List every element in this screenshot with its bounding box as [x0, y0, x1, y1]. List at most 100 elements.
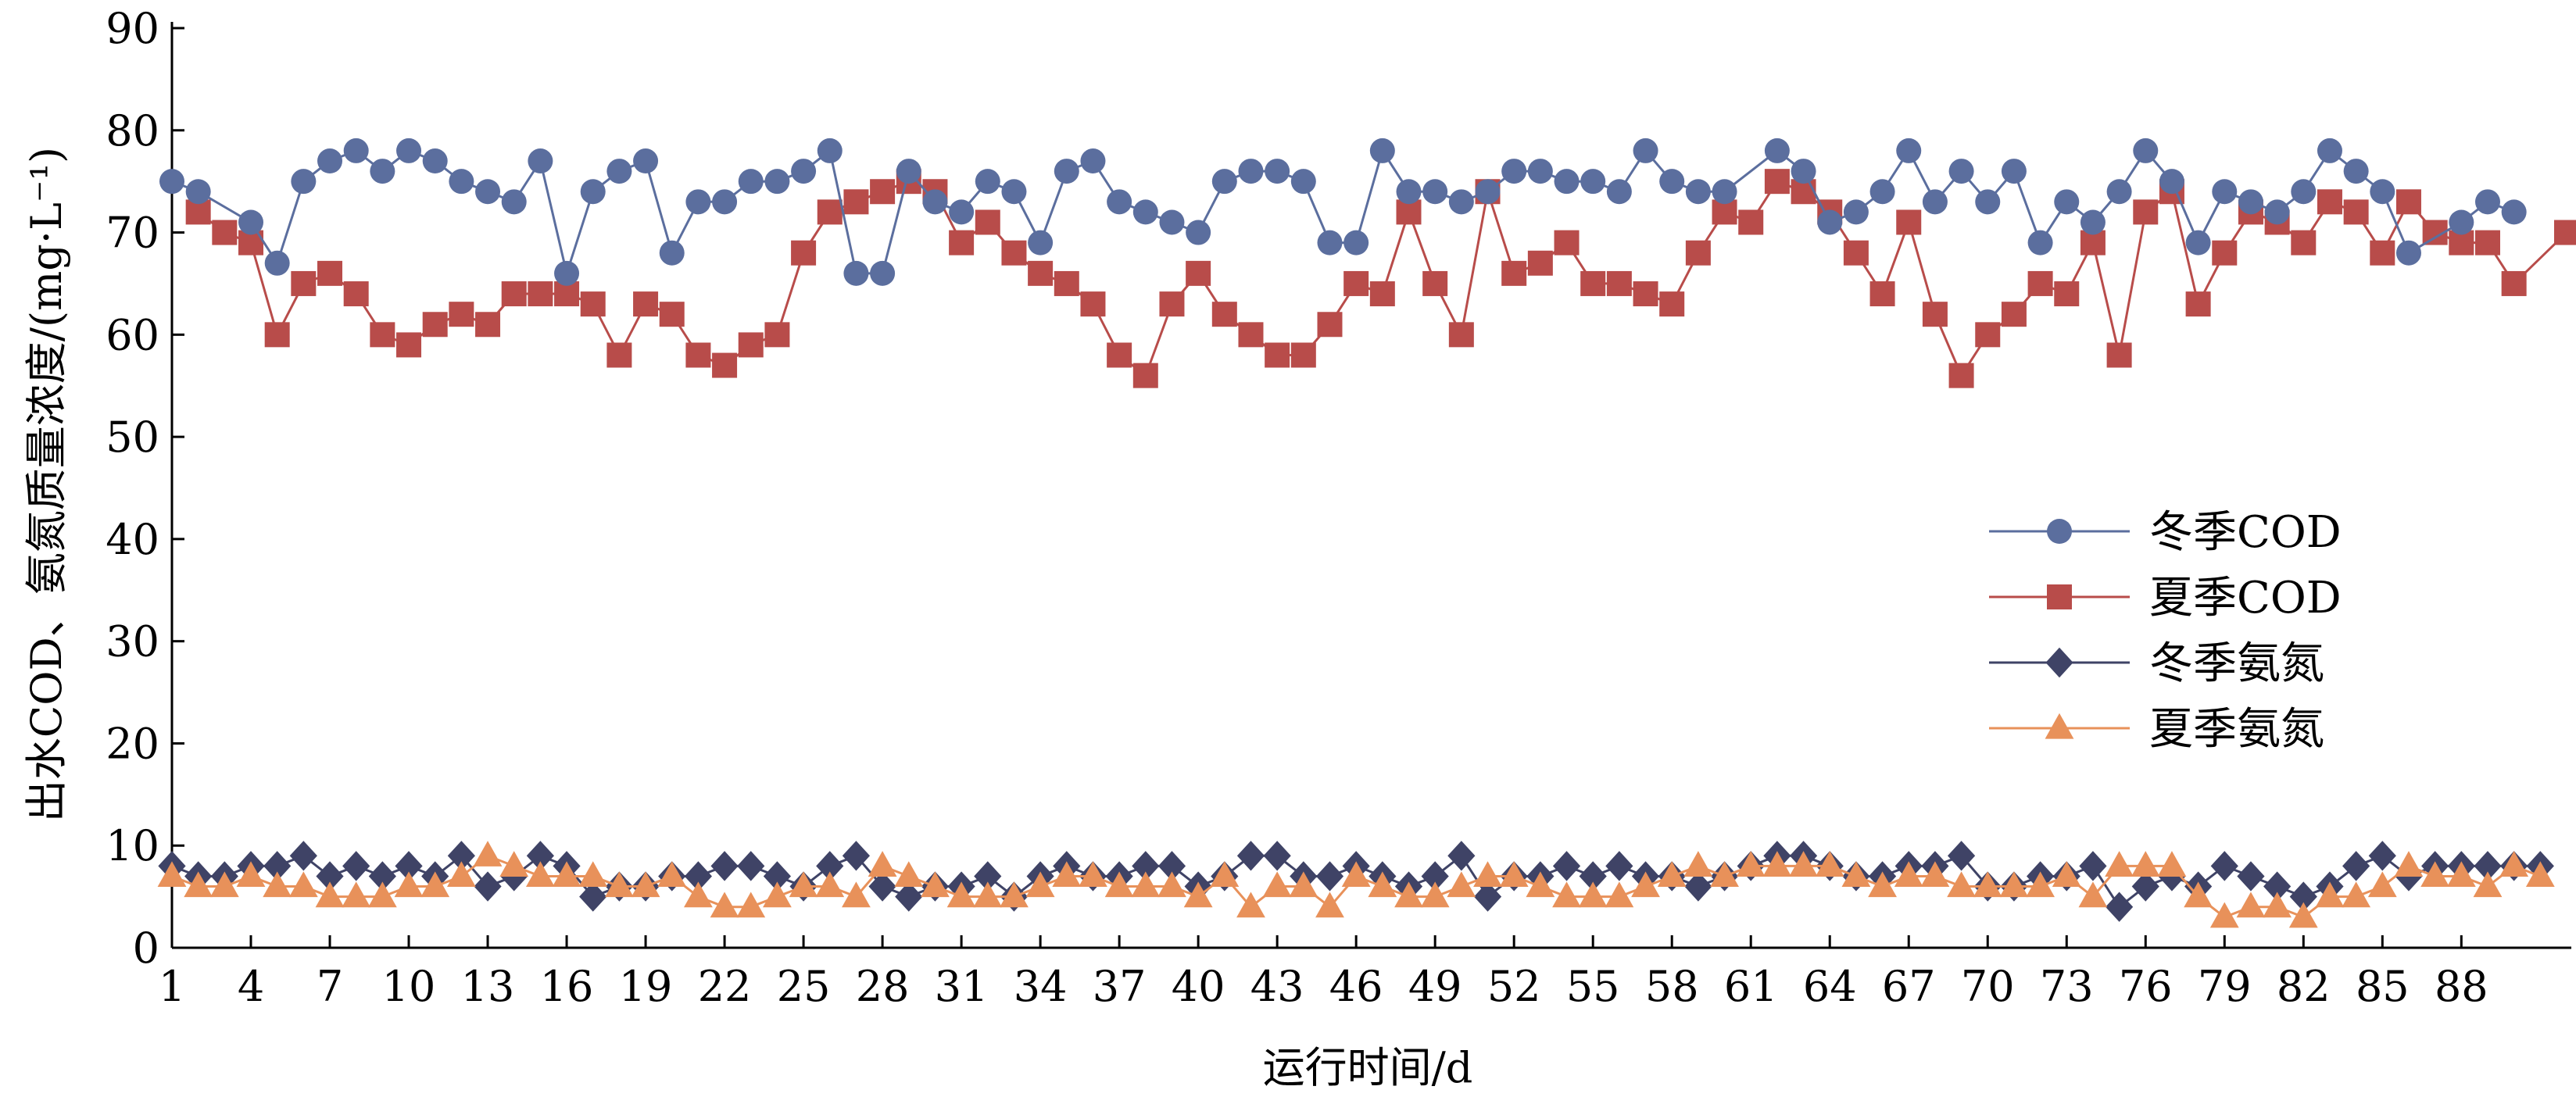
data-point: [1001, 240, 1027, 266]
data-point: [1236, 892, 1265, 918]
data-point: [499, 851, 529, 877]
data-point: [1369, 281, 1395, 307]
data-point: [868, 851, 897, 877]
legend-marker: [2045, 647, 2073, 678]
data-point: [1238, 159, 1264, 184]
data-point: [370, 322, 395, 348]
data-point: [685, 342, 711, 368]
data-point: [2212, 179, 2238, 205]
data-point: [396, 332, 422, 358]
data-point: [2264, 199, 2290, 225]
data-point: [2370, 240, 2395, 266]
legend-entry: 夏季COD: [1989, 573, 2342, 624]
x-tick-label: 46: [1329, 962, 1383, 1011]
data-point: [1948, 159, 1974, 184]
data-point: [1791, 159, 1816, 184]
data-point: [2027, 230, 2053, 255]
data-point: [633, 148, 659, 174]
data-point: [1685, 240, 1711, 266]
data-point: [209, 871, 239, 898]
data-point: [1499, 861, 1529, 888]
data-point: [1054, 270, 1079, 296]
data-point: [1000, 881, 1029, 908]
data-point: [2501, 270, 2527, 296]
data-point: [1922, 302, 1948, 327]
data-point: [738, 169, 764, 195]
y-tick-label: 20: [106, 719, 159, 768]
y-tick-label: 40: [106, 515, 159, 564]
data-point: [1262, 871, 1292, 898]
data-point: [1132, 363, 1158, 388]
data-point: [1922, 189, 1948, 215]
data-point: [631, 871, 660, 898]
data-point: [1948, 363, 1974, 388]
data-point: [1975, 322, 2001, 348]
data-point: [1999, 871, 2029, 898]
data-point: [2001, 159, 2027, 184]
x-tick-label: 61: [1724, 962, 1778, 1011]
x-axis-label: 运行时间/d: [1263, 1043, 1473, 1092]
data-point: [1263, 841, 1291, 871]
data-point: [1896, 209, 1922, 235]
data-point: [1817, 209, 1843, 235]
data-point: [1657, 861, 1687, 888]
data-point: [1186, 220, 1211, 245]
data-point: [1659, 291, 1685, 317]
data-point: [420, 871, 450, 898]
data-point: [2105, 851, 2134, 877]
data-point: [1265, 342, 1290, 368]
data-point: [2446, 861, 2476, 888]
data-point: [2184, 881, 2213, 908]
data-point: [1868, 871, 1897, 898]
data-point: [712, 352, 738, 378]
data-point: [2525, 861, 2555, 888]
x-tick-label: 85: [2356, 962, 2410, 1011]
data-point: [2368, 841, 2396, 871]
data-point: [2210, 851, 2238, 881]
data-point: [1975, 189, 2001, 215]
data-point: [2395, 240, 2421, 266]
x-tick-label: 31: [935, 962, 989, 1011]
data-point: [895, 881, 923, 912]
data-point: [870, 260, 896, 286]
data-point: [817, 199, 843, 225]
data-point: [264, 322, 290, 348]
data-point: [2420, 861, 2450, 888]
data-point: [1080, 148, 1106, 174]
data-point: [316, 861, 344, 892]
data-point: [946, 881, 976, 908]
data-point: [291, 169, 317, 195]
data-point: [2237, 861, 2265, 892]
data-point: [738, 332, 764, 358]
legend-label: 夏季氨氮: [2149, 704, 2324, 755]
legend-label: 冬季氨氮: [2149, 638, 2324, 689]
data-point: [1973, 871, 2002, 898]
data-point: [2342, 851, 2370, 881]
legend-marker: [2045, 713, 2074, 739]
data-point: [1580, 270, 1606, 296]
data-point: [1054, 159, 1079, 184]
y-tick-label: 60: [106, 310, 159, 359]
data-point: [974, 861, 1002, 892]
data-point: [1869, 281, 1895, 307]
data-point: [2079, 851, 2107, 881]
data-point: [2106, 892, 2134, 922]
data-point: [554, 260, 580, 286]
data-point: [1001, 179, 1027, 205]
data-point: [2263, 871, 2292, 902]
data-point: [2133, 199, 2159, 225]
data-point: [842, 841, 871, 871]
data-point: [2159, 169, 2184, 195]
data-point: [975, 209, 1000, 235]
data-point: [2315, 881, 2345, 908]
data-point: [1289, 871, 1318, 898]
data-point: [2185, 291, 2211, 317]
data-point: [1527, 159, 1553, 184]
data-point: [291, 270, 317, 296]
data-point: [370, 159, 395, 184]
data-point: [1684, 871, 1712, 902]
data-point: [367, 881, 397, 908]
legend-entry: 夏季氨氮: [1989, 704, 2324, 755]
